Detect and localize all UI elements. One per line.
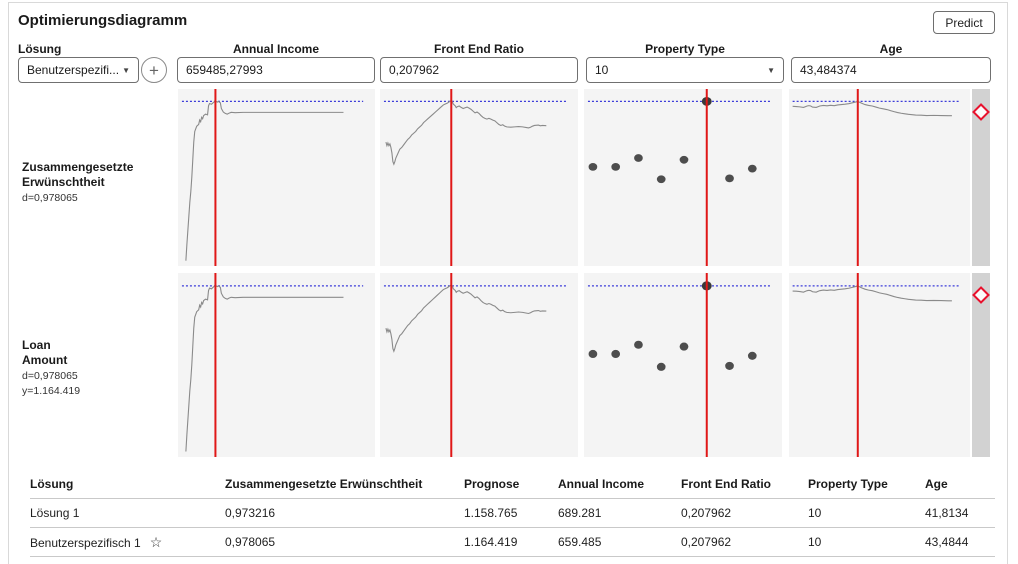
add-solution-button[interactable]: + [141, 57, 167, 83]
loan-amount-d-value: d=0,978065 [22, 370, 78, 382]
age-label: Age [879, 42, 903, 56]
profiler-plot-loan-amount-front-end-ratio[interactable] [380, 273, 578, 457]
col-header-prognose: Prognose [464, 477, 520, 491]
loan-amount-handle-icon[interactable] [972, 286, 990, 304]
front-end-ratio-label: Front End Ratio [434, 42, 524, 56]
loan-amount-y-value: y=1.164.419 [22, 385, 81, 397]
property-type-dropdown-value: 10 [595, 63, 609, 77]
loan-amount-trace-strip [972, 273, 990, 457]
col-header-property-type: Property Type [808, 477, 888, 491]
cell-age: 41,8134 [925, 506, 969, 520]
cell-desirability: 0,973216 [225, 506, 276, 520]
col-header-annual-income: Annual Income [558, 477, 645, 491]
cell-annual-income: 659.485 [558, 535, 602, 549]
col-header-solution: Lösung [30, 477, 74, 491]
annual-income-input[interactable] [177, 57, 375, 83]
cell-solution: Lösung 1 [30, 506, 80, 520]
profiler-plot-loan-amount-property-type[interactable] [584, 273, 782, 457]
desirability-value: d=0,978065 [22, 192, 78, 204]
profiler-plot-desirability-annual-income[interactable] [178, 89, 375, 266]
table-row[interactable]: Lösung 1 0,973216 1.158.765 689.281 0,20… [0, 499, 1018, 527]
cell-solution: Benutzerspezifisch 1 ☆ [30, 534, 163, 550]
table-divider [30, 556, 995, 557]
desirability-handle-icon[interactable] [972, 103, 990, 121]
star-icon[interactable]: ☆ [149, 534, 163, 550]
solution-label: Lösung [18, 42, 62, 56]
profiler-plot-desirability-property-type[interactable] [584, 89, 782, 266]
predict-button[interactable]: Predict [933, 11, 995, 34]
page-title: Optimierungsdiagramm [18, 12, 188, 29]
table-divider [30, 498, 995, 499]
cell-age: 43,4844 [925, 535, 969, 549]
cell-front-end-ratio: 0,207962 [681, 506, 732, 520]
cell-front-end-ratio: 0,207962 [681, 535, 732, 549]
panel-border [8, 2, 1008, 564]
profiler-plot-desirability-age[interactable] [789, 89, 970, 266]
cell-prognose: 1.158.765 [464, 506, 518, 520]
cell-desirability: 0,978065 [225, 535, 276, 549]
profiler-plot-loan-amount-annual-income[interactable] [178, 273, 375, 457]
desirability-trace-strip [972, 89, 990, 266]
solution-dropdown-value: Benutzerspezifi... [27, 63, 119, 77]
property-type-dropdown[interactable]: 10 ▼ [586, 57, 784, 83]
annual-income-label: Annual Income [232, 42, 319, 56]
table-header-row: Lösung Zusammengesetzte Erwünschtheit Pr… [0, 470, 1018, 498]
profiler-plot-loan-amount-age[interactable] [789, 273, 970, 457]
table-row[interactable]: Benutzerspezifisch 1 ☆ 0,978065 1.164.419… [0, 528, 1018, 556]
loan-amount-row-label: Loan Amount d=0,978065 y=1.164.419 [22, 338, 172, 398]
front-end-ratio-input[interactable] [380, 57, 578, 83]
col-header-age: Age [925, 477, 948, 491]
desirability-row-label: Zusammengesetzte Erwünschtheit d=0,97806… [22, 160, 172, 205]
col-header-front-end-ratio: Front End Ratio [681, 477, 771, 491]
age-input[interactable] [791, 57, 991, 83]
profiler-plot-desirability-front-end-ratio[interactable] [380, 89, 578, 266]
cell-property-type: 10 [808, 506, 822, 520]
table-divider [30, 527, 995, 528]
col-header-composite-desirability: Zusammengesetzte Erwünschtheit [225, 477, 423, 491]
cell-property-type: 10 [808, 535, 822, 549]
chevron-down-icon: ▼ [122, 65, 130, 75]
cell-annual-income: 689.281 [558, 506, 602, 520]
cell-prognose: 1.164.419 [464, 535, 518, 549]
property-type-label: Property Type [645, 42, 725, 56]
solution-dropdown[interactable]: Benutzerspezifi... ▼ [18, 57, 139, 83]
chevron-down-icon: ▼ [767, 65, 775, 75]
